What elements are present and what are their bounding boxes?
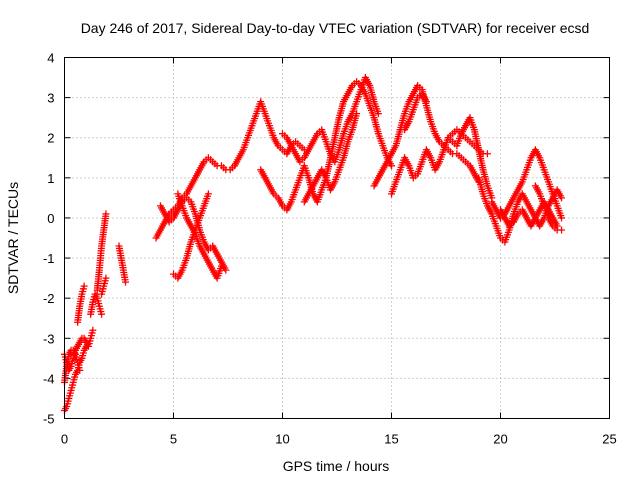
data-point — [483, 150, 491, 158]
x-tick-label: 20 — [493, 432, 507, 447]
y-tick-label: -1 — [43, 251, 55, 266]
x-tick-label: 15 — [384, 432, 398, 447]
data-point — [558, 194, 566, 202]
plot-frame — [64, 57, 610, 419]
y-tick-label: 0 — [47, 211, 54, 226]
data-point — [102, 274, 110, 282]
chart-title: Day 246 of 2017, Sidereal Day-to-day VTE… — [81, 20, 590, 36]
y-tick-label: -2 — [43, 291, 55, 306]
x-tick-label: 5 — [170, 432, 177, 447]
y-tick-label: 3 — [47, 91, 54, 106]
data-point — [98, 310, 106, 318]
data-point — [558, 214, 566, 222]
y-tick-label: -4 — [43, 371, 55, 386]
data-point — [102, 210, 110, 218]
data-point — [217, 262, 225, 270]
y-tick-label: -3 — [43, 331, 55, 346]
data-point — [204, 190, 212, 198]
data-point — [422, 98, 430, 106]
y-tick-label: 4 — [47, 51, 54, 66]
data-point — [558, 226, 566, 234]
y-tick-label: 1 — [47, 171, 54, 186]
grid — [64, 57, 610, 419]
x-axis-label: GPS time / hours — [283, 458, 390, 474]
y-axis-label: SDTVAR / TECUs — [5, 182, 21, 294]
axis-ticks: 0 5 10 15 20 25 -5 -4 -3 -2 -1 0 1 2 3 4 — [43, 51, 617, 447]
data-point — [76, 366, 84, 374]
data-points — [61, 74, 566, 414]
x-tick-label: 25 — [602, 432, 616, 447]
data-point — [353, 110, 361, 118]
data-point — [122, 278, 130, 286]
data-point — [374, 110, 382, 118]
data-point — [80, 282, 88, 290]
data-point — [222, 266, 230, 274]
x-tick-label: 10 — [275, 432, 289, 447]
y-tick-label: -5 — [43, 412, 55, 427]
data-point — [89, 326, 97, 334]
y-tick-label: 2 — [47, 131, 54, 146]
x-tick-label: 0 — [61, 432, 68, 447]
data-point — [388, 162, 395, 170]
